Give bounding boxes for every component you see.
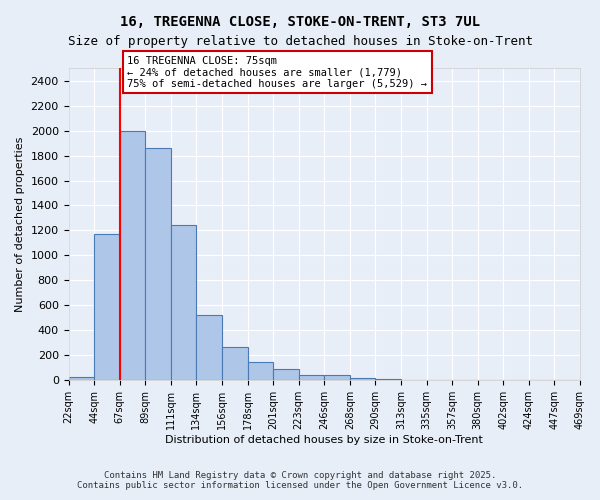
Bar [299,374,324,380]
Bar [273,369,299,380]
Bar [145,148,171,380]
Bar [196,316,222,380]
Bar [324,376,350,380]
Y-axis label: Number of detached properties: Number of detached properties [15,136,25,312]
Bar [119,130,145,380]
Text: 16 TREGENNA CLOSE: 75sqm
← 24% of detached houses are smaller (1,779)
75% of sem: 16 TREGENNA CLOSE: 75sqm ← 24% of detach… [127,56,427,89]
Bar [171,226,196,380]
Bar [222,346,248,380]
Bar [68,376,94,380]
Text: Size of property relative to detached houses in Stoke-on-Trent: Size of property relative to detached ho… [67,35,533,48]
Bar [376,379,401,380]
Bar [248,362,273,380]
Bar [94,234,119,380]
Bar [350,378,376,380]
Text: Contains HM Land Registry data © Crown copyright and database right 2025.
Contai: Contains HM Land Registry data © Crown c… [77,470,523,490]
Text: 16, TREGENNA CLOSE, STOKE-ON-TRENT, ST3 7UL: 16, TREGENNA CLOSE, STOKE-ON-TRENT, ST3 … [120,15,480,29]
X-axis label: Distribution of detached houses by size in Stoke-on-Trent: Distribution of detached houses by size … [166,435,483,445]
